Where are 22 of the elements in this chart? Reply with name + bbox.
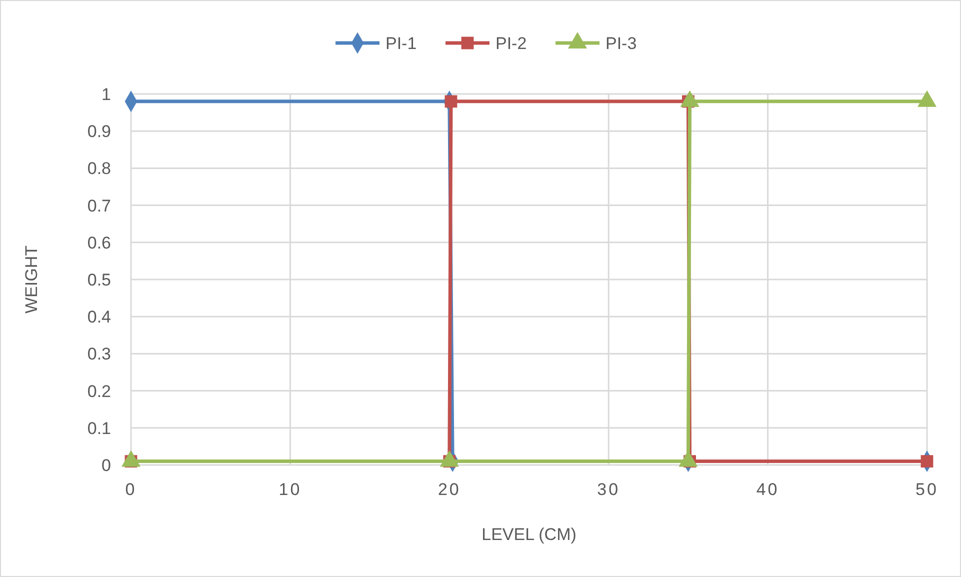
y-tick-label: 0.4	[87, 308, 111, 327]
y-tick-label: 0.5	[87, 270, 111, 290]
y-tick-label: 0.8	[87, 159, 111, 178]
x-tick-label: 50	[916, 480, 938, 499]
y-axis-title: WEIGHT	[22, 246, 41, 314]
x-axis-title: LEVEL (CM)	[482, 525, 576, 544]
x-tick-label: 0	[125, 480, 137, 499]
y-tick-label: 0.3	[87, 344, 111, 364]
x-tick-label: 40	[756, 480, 780, 499]
y-tick-label: 0.9	[87, 122, 111, 142]
y-tick-label: 0.2	[87, 382, 111, 401]
legend-label: PI-3	[606, 34, 637, 53]
y-tick-label: 0.6	[87, 233, 111, 252]
legend-label: PI-1	[386, 34, 417, 53]
y-tick-label: 0.1	[87, 418, 111, 438]
x-tick-label: 20	[438, 480, 461, 499]
legend-label: PI-2	[496, 34, 527, 53]
y-tick-label: 1	[102, 85, 111, 104]
y-tick-label: 0.7	[87, 196, 111, 216]
x-tick-label: 30	[597, 480, 620, 499]
y-tick-label: 0	[102, 456, 111, 475]
x-tick-label: 10	[278, 480, 302, 499]
